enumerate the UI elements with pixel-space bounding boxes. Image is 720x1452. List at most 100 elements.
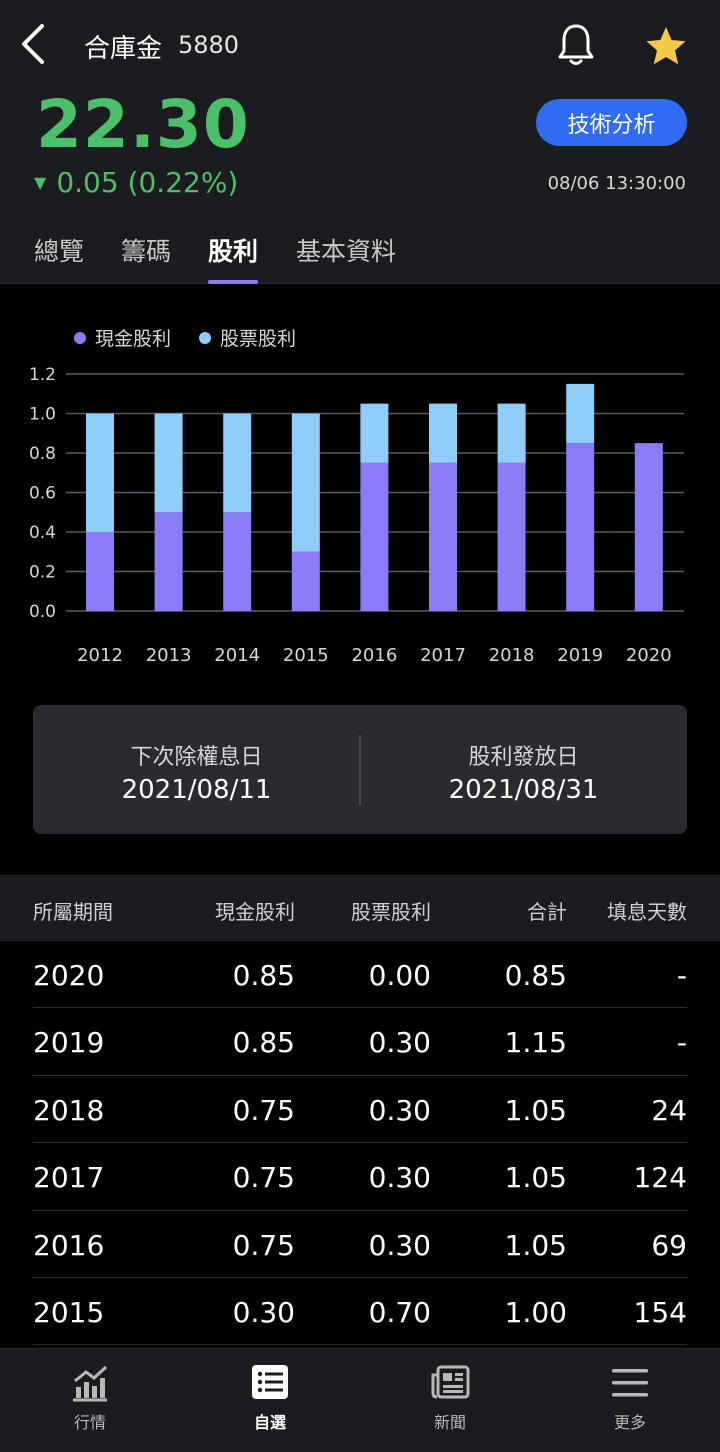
- nav-news-label: 新聞: [433, 1413, 466, 1432]
- cell-period: 2017: [33, 1161, 105, 1195]
- y-tick-label: 0.2: [29, 563, 56, 583]
- cell-period: 2016: [33, 1228, 105, 1262]
- cell-total: 1.05: [504, 1228, 567, 1262]
- dividend-table-header: 所屬期間 現金股利 股票股利 合計 填息天數: [0, 875, 720, 941]
- tab-bar: 總覽 籌碼 股利 基本資料: [0, 232, 720, 284]
- cell-total: 1.05: [504, 1161, 567, 1195]
- y-tick-label: 0.0: [29, 602, 56, 622]
- nav-more-label: 更多: [613, 1413, 646, 1432]
- cell-total: 1.00: [504, 1295, 567, 1329]
- quote-timestamp: 08/06 13:30:00: [547, 173, 686, 194]
- bar-cash-dividend: [634, 443, 663, 611]
- nav-watchlist[interactable]: 自選: [180, 1349, 360, 1452]
- table-row[interactable]: 2018 0.75 0.30 1.05 24: [33, 1076, 687, 1144]
- cell-total: 1.15: [504, 1026, 567, 1060]
- cell-days: 154: [633, 1295, 687, 1329]
- legend-label-cash: 現金股利: [95, 328, 172, 350]
- nav-news[interactable]: 新聞: [360, 1349, 540, 1452]
- legend-label-stock: 股票股利: [220, 328, 297, 350]
- nav-market-label: 行情: [73, 1413, 106, 1432]
- stock-code: 5880: [178, 31, 240, 59]
- technical-analysis-button[interactable]: 技術分析: [536, 99, 687, 146]
- cell-stock: 0.70: [368, 1295, 431, 1329]
- tab-overview[interactable]: 總覽: [34, 237, 85, 266]
- cell-total: 1.05: [504, 1093, 567, 1127]
- dates-divider: [359, 735, 361, 805]
- payment-label: 股利發放日: [468, 745, 579, 770]
- chart-icon: [73, 1365, 108, 1402]
- table-row[interactable]: 2016 0.75 0.30 1.05 69: [33, 1211, 687, 1278]
- favorite-button[interactable]: [644, 24, 688, 68]
- cell-period: 2020: [33, 959, 105, 992]
- bar-stock-dividend: [360, 403, 389, 463]
- table-row[interactable]: 2015 0.30 0.70 1.00 154: [33, 1278, 687, 1346]
- table-row[interactable]: 2017 0.75 0.30 1.05 124: [33, 1143, 687, 1211]
- bar-cash-dividend: [360, 462, 389, 611]
- x-tick-label: 2015: [283, 645, 329, 666]
- tab-basic-info[interactable]: 基本資料: [296, 237, 397, 266]
- x-tick-label: 2019: [557, 645, 603, 666]
- cell-period: 2019: [33, 1026, 105, 1060]
- payment-date: 股利發放日 2021/08/31: [360, 705, 687, 834]
- bar-stock-dividend: [223, 413, 252, 513]
- cell-stock: 0.30: [368, 1228, 431, 1262]
- cell-cash: 0.75: [232, 1161, 295, 1195]
- cell-stock: 0.30: [368, 1026, 431, 1060]
- stock-name: 合庫金: [84, 34, 163, 64]
- legend-item-stock: 股票股利: [199, 324, 296, 351]
- header-cash: 現金股利: [215, 900, 295, 924]
- cell-total: 0.85: [504, 959, 567, 992]
- bar-cash-dividend: [429, 462, 457, 611]
- y-tick-label: 1.0: [29, 405, 56, 425]
- bar-stock-dividend: [566, 383, 595, 444]
- ex-dividend-value: 2021/08/11: [121, 775, 272, 805]
- bar-cash-dividend: [223, 512, 252, 611]
- alert-button[interactable]: [555, 22, 597, 68]
- x-tick-label: 2013: [146, 645, 192, 666]
- cell-cash: 0.85: [232, 959, 295, 992]
- bar-cash-dividend: [566, 443, 595, 611]
- star-icon: [646, 27, 686, 65]
- down-triangle-icon: ▼: [34, 173, 47, 192]
- header-stock: 股票股利: [351, 900, 431, 924]
- payment-value: 2021/08/31: [448, 775, 599, 805]
- cell-days: -: [676, 959, 687, 992]
- menu-icon: [612, 1369, 648, 1397]
- bar-stock-dividend: [429, 403, 457, 463]
- bell-icon: [558, 24, 594, 65]
- cell-stock: 0.30: [368, 1093, 431, 1127]
- nav-watchlist-label: 自選: [253, 1413, 286, 1432]
- nav-more[interactable]: 更多: [540, 1349, 720, 1452]
- dividend-table: 2020 0.85 0.00 0.85 - 2019 0.85 0.30 1.1…: [0, 941, 720, 1346]
- y-tick-label: 0.4: [29, 523, 56, 543]
- current-price: 22.30: [36, 86, 250, 163]
- table-row[interactable]: 2020 0.85 0.00 0.85 -: [33, 941, 687, 1009]
- ex-dividend-date: 下次除權息日 2021/08/11: [33, 705, 360, 834]
- y-tick-label: 1.2: [29, 365, 56, 385]
- x-tick-label: 2012: [77, 645, 123, 666]
- nav-market[interactable]: 行情: [0, 1349, 180, 1452]
- cell-period: 2015: [33, 1295, 105, 1329]
- back-button[interactable]: [14, 22, 54, 66]
- legend-dot-cash: [74, 331, 86, 344]
- header-total: 合計: [527, 900, 567, 924]
- x-tick-label: 2016: [351, 645, 397, 666]
- cell-days: 69: [651, 1228, 687, 1262]
- dividend-chart: 現金股利 股票股利 0.0 0.2 0.4 0.6 0.8 1.0 1.2 2012 2013 2…: [0, 285, 720, 690]
- price-change: ▼ 0.05 (0.22%): [34, 166, 238, 199]
- tab-dividend[interactable]: 股利: [208, 232, 259, 284]
- price-change-value: 0.05 (0.22%): [56, 166, 239, 199]
- x-tick-label: 2014: [214, 645, 260, 666]
- header-period: 所屬期間: [33, 900, 113, 924]
- watchlist-icon: [252, 1365, 288, 1399]
- bar-cash-dividend: [291, 551, 320, 611]
- cell-cash: 0.75: [232, 1093, 295, 1127]
- cell-days: 24: [651, 1093, 687, 1127]
- cell-cash: 0.30: [232, 1295, 295, 1329]
- bar-stock-dividend: [86, 413, 114, 532]
- cell-days: -: [676, 1026, 687, 1060]
- table-row[interactable]: 2019 0.85 0.30 1.15 -: [33, 1008, 687, 1076]
- legend-item-cash: 現金股利: [74, 324, 171, 351]
- bar-cash-dividend: [86, 532, 114, 611]
- tab-chips[interactable]: 籌碼: [121, 237, 172, 266]
